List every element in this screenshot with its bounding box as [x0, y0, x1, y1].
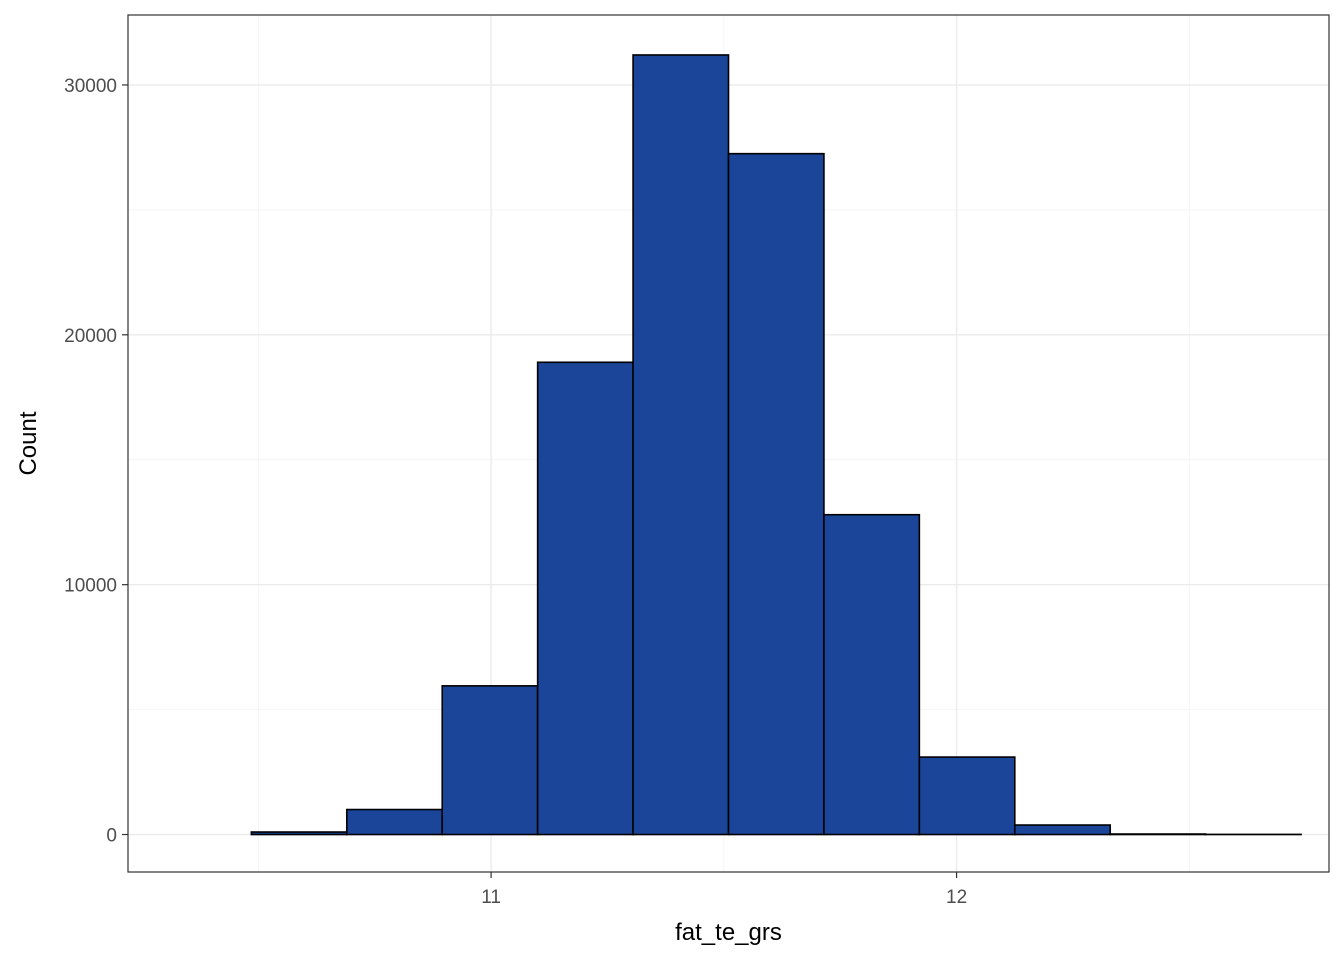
y-tick-label: 20000 [64, 326, 117, 347]
y-axis-title: Count [15, 411, 42, 475]
y-tick-label: 0 [106, 826, 117, 847]
y-tick-label: 10000 [64, 576, 117, 597]
histogram-bar-4 [536, 361, 634, 836]
histogram-bar-6 [727, 152, 825, 836]
ticks-layer: 11 12 0 10000 20000 30000 [64, 76, 967, 908]
histogram-bar-5 [632, 54, 730, 836]
histogram-bar-1 [250, 831, 348, 836]
histogram-bar-9 [1013, 824, 1112, 836]
x-axis-title: fat_te_grs [675, 919, 782, 946]
histogram-bar-8 [918, 756, 1016, 836]
panel-border [127, 14, 1330, 873]
x-tick-label: 11 [481, 887, 501, 908]
histogram-bar-2 [345, 808, 444, 836]
x-tick-label: 12 [946, 887, 967, 908]
histogram-bar-3 [441, 685, 539, 836]
y-tick-label: 30000 [64, 76, 117, 97]
histogram-bar-7 [823, 513, 921, 836]
bars-layer [250, 54, 1302, 836]
